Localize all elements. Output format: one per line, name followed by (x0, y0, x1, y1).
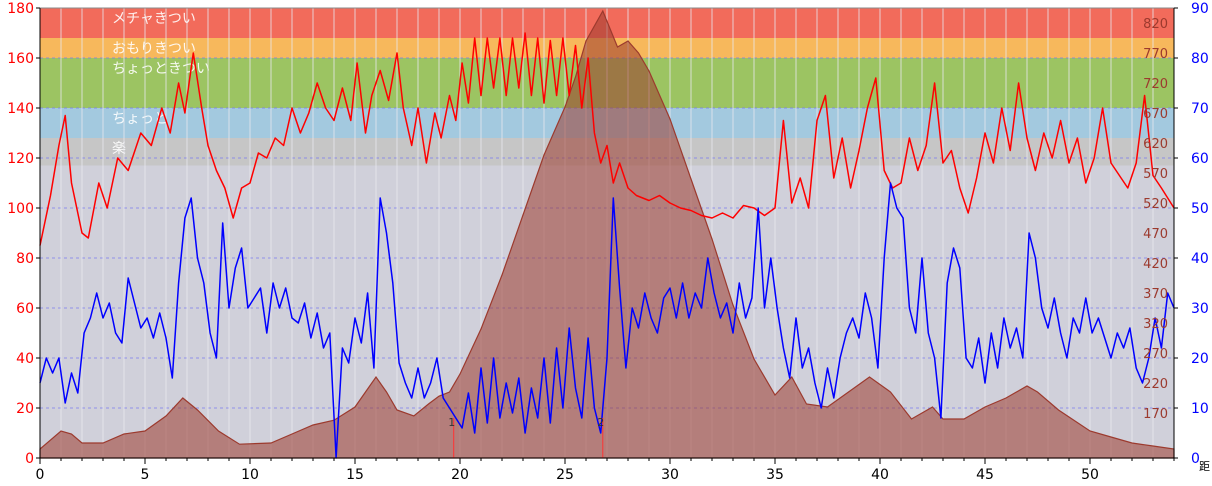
left-tick-label: 180 (7, 1, 34, 17)
x-tick-label: 20 (451, 467, 469, 483)
left-tick-label: 20 (16, 401, 34, 417)
x-tick-label: 25 (556, 467, 574, 483)
x-tick-label: 0 (36, 467, 45, 483)
right-tick-label: 30 (1191, 301, 1209, 317)
left-tick-label: 140 (7, 101, 34, 117)
lap-marker-label: 2 (597, 416, 604, 429)
elevation-tick-label: 620 (1143, 137, 1168, 152)
elevation-tick-label: 220 (1143, 377, 1168, 392)
right-tick-label: 70 (1191, 101, 1209, 117)
zone-label: ちょっときつい (112, 61, 210, 77)
x-unit-label: 距 (1199, 460, 1210, 473)
x-tick-label: 30 (661, 467, 679, 483)
elevation-tick-label: 270 (1143, 347, 1168, 362)
left-tick-label: 100 (7, 201, 34, 217)
left-tick-label: 80 (16, 251, 34, 267)
elevation-tick-label: 570 (1143, 167, 1168, 182)
elevation-tick-label: 420 (1143, 257, 1168, 272)
elevation-tick-label: 370 (1143, 287, 1168, 302)
right-tick-label: 60 (1191, 151, 1209, 167)
left-tick-label: 0 (25, 451, 34, 467)
elevation-tick-label: 320 (1143, 317, 1168, 332)
speed-line (39, 182, 1175, 459)
left-tick-label: 60 (16, 301, 34, 317)
left-tick-label: 40 (16, 351, 34, 367)
data-series (39, 9, 1175, 459)
right-tick-label: 50 (1191, 201, 1209, 217)
lap-marker-label: 1 (448, 416, 455, 429)
right-tick-label: 90 (1191, 1, 1209, 17)
elevation-tick-label: 720 (1143, 77, 1168, 92)
right-tick-label: 40 (1191, 251, 1209, 267)
right-tick-label: 0 (1191, 451, 1200, 467)
x-tick-label: 5 (141, 467, 150, 483)
x-tick-label: 15 (346, 467, 364, 483)
x-tick-label: 45 (976, 467, 994, 483)
elevation-area (39, 9, 1175, 459)
x-tick-label: 50 (1081, 467, 1099, 483)
left-tick-label: 160 (7, 51, 34, 67)
zone-label: おもりきつい (112, 41, 196, 57)
heart-rate-line (39, 32, 1175, 246)
elevation-tick-label: 820 (1143, 17, 1168, 32)
right-tick-label: 10 (1191, 401, 1209, 417)
right-tick-label: 20 (1191, 351, 1209, 367)
elevation-tick-label: 770 (1143, 47, 1168, 62)
right-tick-label: 80 (1191, 51, 1209, 67)
elevation-tick-label: 470 (1143, 227, 1168, 242)
x-tick-label: 35 (766, 467, 784, 483)
axes: 0204060801001201401601800102030405060708… (7, 1, 1210, 483)
zone-label: メチャきつい (112, 11, 196, 27)
left-tick-label: 120 (7, 151, 34, 167)
x-tick-label: 10 (241, 467, 259, 483)
elevation-tick-label: 520 (1143, 197, 1168, 212)
zone-label: ちょっと (112, 111, 168, 127)
elevation-tick-label: 170 (1143, 407, 1168, 422)
x-tick-label: 40 (871, 467, 889, 483)
elevation-tick-label: 670 (1143, 107, 1168, 122)
zone-label: 楽 (112, 141, 126, 157)
